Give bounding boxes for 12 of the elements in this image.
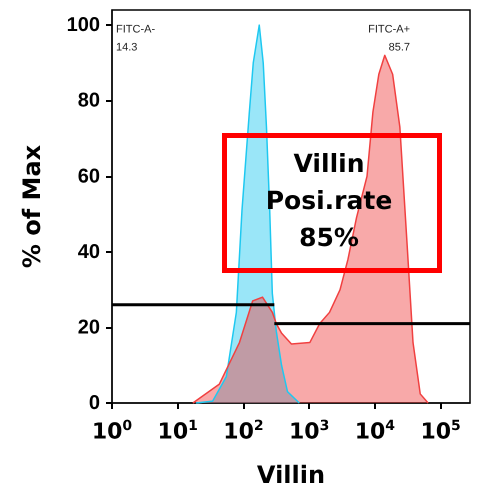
- annotation: 14.3: [116, 42, 138, 54]
- y-tick-label: 100: [66, 14, 100, 36]
- y-tick-label: 80: [78, 90, 100, 112]
- x-axis-title: Villin: [256, 461, 326, 489]
- annotation: FITC-A-: [116, 24, 156, 36]
- y-tick-label: 0: [88, 392, 100, 414]
- y-tick-label: 60: [78, 165, 100, 188]
- annotation: 85.7: [388, 42, 410, 54]
- y-axis-title: % of Max: [18, 144, 46, 268]
- y-tick-label: 40: [78, 240, 100, 263]
- annotation: FITC-A+: [368, 24, 410, 36]
- y-tick-label: 20: [78, 316, 100, 338]
